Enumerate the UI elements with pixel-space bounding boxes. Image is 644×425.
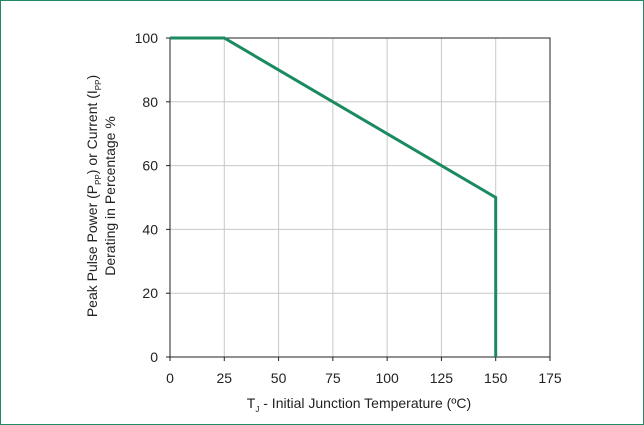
- x-tick-label: 75: [325, 370, 341, 386]
- y-tick-label: 80: [142, 94, 158, 110]
- y-tick-label: 0: [150, 349, 158, 365]
- plot-area: [169, 37, 551, 358]
- grid: [170, 38, 550, 357]
- y-axis-ticks: 0 20 40 60 80 100: [135, 30, 170, 365]
- x-tick-label: 175: [538, 370, 562, 386]
- x-axis-ticks: 0 25 50 75 100 125 150 175: [166, 357, 562, 386]
- x-tick-label: 150: [484, 370, 508, 386]
- x-axis-title: TJ - Initial Junction Temperature (ºC): [247, 395, 471, 414]
- y-axis-title-line1: Peak Pulse Power (PPP) or Current (IPP): [84, 75, 103, 317]
- x-tick-label: 100: [375, 370, 399, 386]
- x-tick-label: 25: [216, 370, 232, 386]
- y-axis-title-line2: Derating in Percentage %: [102, 116, 118, 276]
- y-tick-label: 100: [135, 30, 159, 46]
- x-tick-label: 125: [430, 370, 454, 386]
- y-tick-label: 20: [142, 285, 158, 301]
- y-tick-label: 40: [142, 221, 158, 237]
- derating-line: [170, 36, 498, 357]
- x-tick-label: 50: [271, 370, 287, 386]
- x-tick-label: 0: [166, 370, 174, 386]
- y-tick-label: 60: [142, 158, 158, 174]
